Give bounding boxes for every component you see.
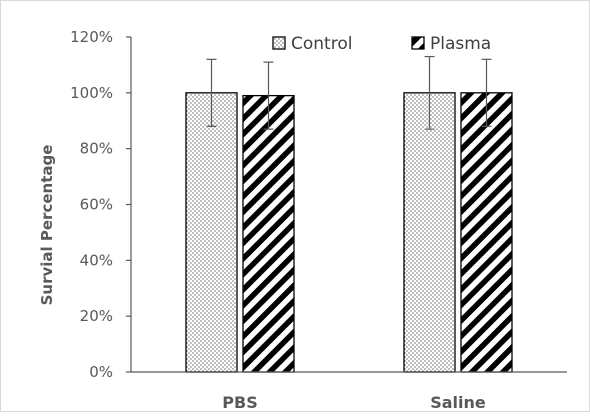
bars	[185, 92, 513, 373]
legend-label-plasma: Plasma	[430, 34, 491, 54]
x-axis-labels: PBS Saline	[222, 393, 486, 412]
legend: Control Plasma	[272, 34, 491, 54]
y-tick-label: 80%	[80, 140, 113, 158]
y-tick-label: 100%	[70, 84, 113, 102]
y-tick-label: 40%	[80, 251, 113, 269]
y-axis-ticks: 0% 20% 40% 60% 80% 100% 120%	[70, 28, 131, 381]
y-tick-label: 20%	[80, 307, 113, 325]
bar-plasma-pbs	[242, 94, 295, 373]
legend-swatch-control	[272, 36, 286, 50]
x-category-label: PBS	[222, 393, 257, 412]
y-axis-title: Survial Percentage	[38, 145, 56, 306]
y-tick-label: 60%	[80, 196, 113, 214]
legend-label-control: Control	[291, 34, 352, 54]
bar-control-saline	[403, 92, 456, 373]
x-category-label: Saline	[430, 393, 486, 412]
error-bars	[206, 55, 492, 130]
y-tick-label: 120%	[70, 28, 113, 46]
bar-plasma-saline	[460, 92, 513, 373]
bar-control-pbs	[185, 92, 238, 373]
legend-swatch-plasma	[411, 36, 425, 50]
y-tick-label: 0%	[89, 363, 113, 381]
